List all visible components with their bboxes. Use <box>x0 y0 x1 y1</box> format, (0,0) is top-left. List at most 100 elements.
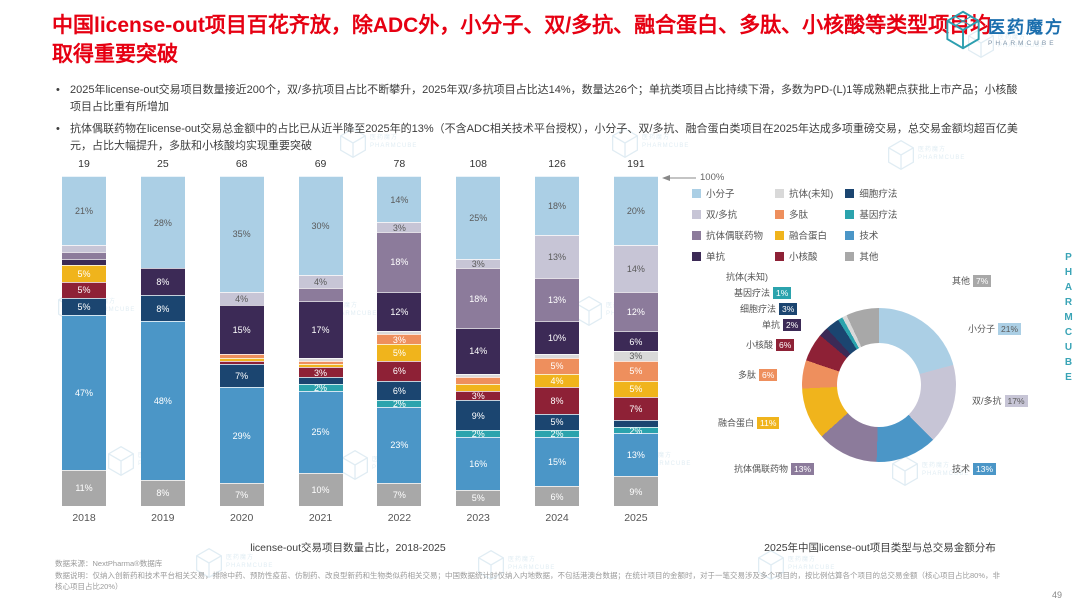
bar-segment-bsab: 13% <box>535 235 580 279</box>
bar-segment-label: 8% <box>156 277 170 288</box>
donut-label: 融合蛋白 11% <box>718 416 780 429</box>
bullet-item: • 抗体偶联药物在license-out交易总金额中的占比已从近半降至2025年… <box>56 121 1028 154</box>
legend-swatch <box>692 230 701 240</box>
donut-label-name: 基因疗法 <box>734 288 771 298</box>
legend-item: 融合蛋白 <box>775 228 833 242</box>
bar-segment-mab: 8% <box>140 268 185 295</box>
bullet-marker: • <box>56 84 60 96</box>
bar-segment-other: 10% <box>298 473 343 506</box>
bar-segment-sirna: 6% <box>377 360 422 381</box>
bar-segment-label: 7% <box>235 489 249 500</box>
bar-segment-label: 4% <box>235 293 249 304</box>
data-source: 数据来源：NextPharma®数据库 <box>55 559 163 568</box>
bar-segment-adc: 12% <box>613 291 658 332</box>
bar-segment-other: 7% <box>377 482 422 506</box>
bar-stack: 5% 16% 2% 9% 3% 14% 18% 3% 25% <box>456 176 501 506</box>
x-axis-label: 2024 <box>545 512 569 524</box>
bar-segment-mab: 10% <box>535 321 580 355</box>
bar-segment-cell <box>613 420 658 427</box>
bar-chart-caption: license-out交易项目数量占比，2018-2025 <box>250 542 446 554</box>
brand-logo-text: 医药魔方 PHARMCUBE <box>988 13 1064 47</box>
legend-swatch <box>845 209 855 219</box>
bar-segment-abunk <box>456 374 501 378</box>
bar-segment-cell <box>298 377 343 384</box>
bar-segment-label: 10% <box>311 485 330 495</box>
bar-segment-adc: 18% <box>456 268 501 328</box>
bar-segment-label: 9% <box>629 486 643 497</box>
bar-segment-tech: 13% <box>613 433 658 477</box>
bar-segment-label: 5% <box>550 361 564 372</box>
brand-name-en: PHARMCUBE <box>988 40 1057 47</box>
bar-segment-abunk <box>377 331 422 335</box>
bar-segment-label: 8% <box>156 488 170 499</box>
bar-segment-label: 5% <box>77 268 91 279</box>
bar-segment-tech: 29% <box>219 387 264 483</box>
bar-segment-label: 2% <box>629 425 643 436</box>
bar-segment-mab: 12% <box>377 291 422 332</box>
donut-label-name: 融合蛋白 <box>718 418 755 428</box>
bar-stack: 10% 25% 2% 3% 17% 4% 30% <box>298 176 343 506</box>
donut-label-name: 细胞疗法 <box>740 304 777 314</box>
bar-segment-adc: 18% <box>377 232 422 292</box>
bar-segment-sm: 28% <box>140 176 185 269</box>
bar-segment-tech: 15% <box>535 436 580 487</box>
left-arrow-icon <box>662 174 696 181</box>
bar-column-2018: 19 11% 47% 5% 5% 5% 21% 2018 <box>62 158 106 534</box>
bar-segment-label: 28% <box>153 217 172 228</box>
bar-segment-label: 18% <box>469 293 488 304</box>
bar-segment-label: 11% <box>75 483 93 494</box>
bar-stack: 6% 15% 2% 5% 8% 4% 5% 10% 13% 13% 18% <box>535 176 580 506</box>
bar-segment-sirna: 3% <box>298 367 343 378</box>
legend-item: 抗体(未知) <box>775 186 833 200</box>
bar-segment-sm: 21% <box>62 176 106 246</box>
bar-segment-gene: 2% <box>456 429 501 439</box>
bar-column-2022: 78 7% 23% 2% 6% 6% 5% 3% 12% 18% 3% 14% 2022 <box>377 158 422 534</box>
bar-segment-label: 2% <box>392 399 406 410</box>
bar-segment-cell: 9% <box>456 400 501 431</box>
bar-column-2020: 68 7% 29% 7% 15% 4% 35% 2020 <box>219 158 264 534</box>
legend-swatch <box>845 230 855 240</box>
donut-ring <box>802 308 956 462</box>
bar-segment-peptide: 5% <box>535 357 580 375</box>
bar-segment-label: 35% <box>232 229 251 240</box>
legend-label: 单抗 <box>706 252 726 263</box>
bar-segment-sirna: 8% <box>535 387 580 414</box>
bullet-list: • 2025年license-out交易项目数量接近200个，双/多抗项目占比不… <box>56 82 1028 160</box>
bar-segment-label: 5% <box>392 348 406 359</box>
bar-column-2023: 108 5% 16% 2% 9% 3% 14% 18% 3% 25% 2023 <box>456 158 501 534</box>
donut-label: 技术 13% <box>952 462 997 475</box>
bar-segment-bsab: 4% <box>298 275 343 289</box>
bar-segment-label: 6% <box>550 491 564 502</box>
legend-swatch <box>775 209 785 219</box>
bar-segment-peptide <box>456 377 501 384</box>
bar-segment-sm: 25% <box>456 176 501 259</box>
bar-segment-cell: 5% <box>62 298 106 315</box>
bar-segment-label: 6% <box>629 336 643 347</box>
bar-segment-fusion: 5% <box>377 344 422 361</box>
bar-segment-label: 15% <box>232 324 251 335</box>
bar-segment-mab <box>62 258 106 266</box>
bar-segment-label: 2% <box>550 428 564 439</box>
legend-swatch <box>775 188 785 198</box>
bar-segment-label: 5% <box>77 285 91 296</box>
bar-segment-cell: 6% <box>377 380 422 401</box>
side-brand-text: PHARMCUBE <box>1063 252 1074 387</box>
donut-label-value: 3% <box>779 302 798 315</box>
bar-segment-label: 20% <box>626 206 645 217</box>
bar-segment-peptide <box>219 354 264 358</box>
bar-segment-label: 5% <box>471 493 485 504</box>
bar-segment-label: 7% <box>235 371 249 382</box>
page-number: 49 <box>1051 590 1062 600</box>
legend-item: 小核酸 <box>775 249 833 263</box>
brand-logo: 医药魔方 PHARMCUBE <box>945 10 1064 50</box>
legend-label: 双/多抗 <box>706 210 738 221</box>
donut-label: 细胞疗法 3% <box>740 302 798 315</box>
bar-segment-label: 12% <box>626 306 645 317</box>
bar-segment-bsab <box>62 245 106 252</box>
legend-item: 小分子 <box>692 186 763 200</box>
bar-segment-label: 3% <box>471 259 485 270</box>
legend-label: 基因疗法 <box>859 210 898 221</box>
bar-segment-sirna: 3% <box>456 390 501 401</box>
donut-label-name: 其他 <box>952 276 971 286</box>
